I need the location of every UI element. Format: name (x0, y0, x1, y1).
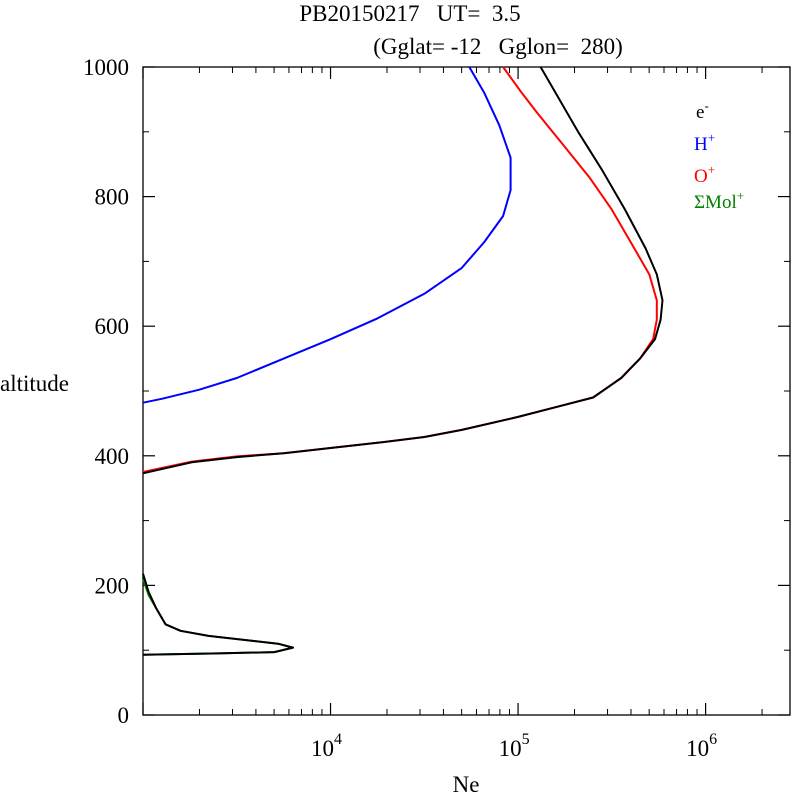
y-tick-label: 400 (95, 444, 130, 469)
x-tick-label: 105 (499, 731, 530, 761)
y-tick-label: 600 (95, 314, 130, 339)
x-axis-label: Ne (453, 772, 480, 796)
legend-entry-O: O+ (694, 162, 715, 187)
legend: e- H+ O+ΣMol+ (694, 98, 744, 213)
series-line-O-0 (142, 66, 658, 473)
y-axis-ticks: 0 200 400 600 800 1000 (83, 55, 790, 728)
series-lines (142, 66, 664, 656)
legend-entry-H: H+ (694, 130, 715, 155)
chart-title-line1: PB20150217 UT= 3.5 (299, 1, 520, 26)
plot-frame (142, 66, 791, 716)
series-line-e-1 (142, 573, 294, 656)
y-tick-label: 1000 (83, 55, 129, 80)
legend-entry-e: e- (696, 98, 709, 123)
series-line-e-0 (142, 66, 664, 475)
series-line-H-0 (142, 66, 512, 404)
x-tick-label: 104 (311, 731, 342, 761)
legend-entry-Mol: ΣMol+ (694, 188, 744, 213)
x-axis-ticks: 104 105 106 (142, 67, 763, 761)
x-tick-label: 106 (686, 731, 717, 761)
y-tick-label: 200 (95, 573, 130, 598)
chart-title-line2: (Gglat= -12 Gglon= 280) (373, 34, 623, 59)
y-tick-label: 0 (118, 703, 130, 728)
y-tick-label: 800 (95, 185, 130, 210)
y-axis-label: altitude (0, 371, 69, 396)
